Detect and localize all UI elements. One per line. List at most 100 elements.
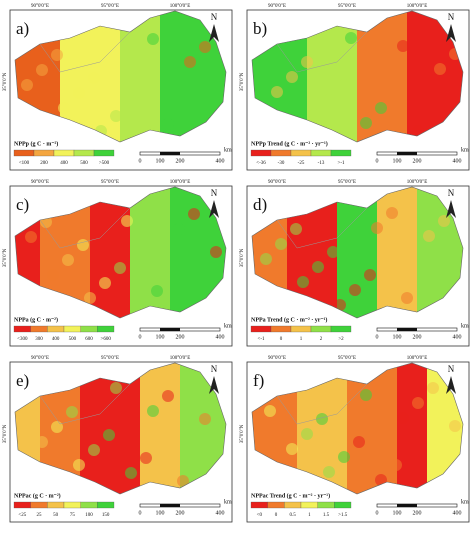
legend-swatch [47, 325, 65, 333]
scale-label: 400 [216, 334, 225, 340]
map-panel: 90°0'0"E 95°0'0"E 100°0'0"E 35°0'0"N b) N NPPp… [240, 4, 470, 171]
map-texture [323, 94, 335, 106]
map-texture [260, 253, 272, 265]
scale-label: 100 [393, 158, 402, 164]
map-texture [327, 246, 339, 258]
scale-bar-fill [397, 152, 417, 155]
map-region [120, 11, 160, 142]
longitude-label: 95°0'0"E [338, 356, 356, 361]
legend-label: 2 [320, 337, 323, 342]
map-texture [438, 215, 450, 227]
longitude-label: 100°0'0"E [407, 4, 428, 9]
scale-bar-fill [397, 328, 417, 331]
north-arrow [209, 200, 219, 218]
map-texture [312, 261, 324, 273]
legend-swatch [80, 501, 98, 509]
scale-unit: km [461, 499, 469, 505]
panel-label: f) [253, 371, 264, 390]
map-texture [338, 451, 350, 463]
scale-label: 400 [216, 510, 225, 516]
map-panel: 90°0'0"E 95°0'0"E 100°0'0"E 35°0'0"N e) N NPPa… [3, 356, 233, 523]
legend-label: 0 [280, 337, 283, 342]
legend-swatch [310, 325, 332, 333]
scale-label: 100 [156, 510, 165, 516]
map-texture [110, 110, 122, 122]
map-texture [173, 223, 185, 235]
north-label: N [211, 188, 218, 198]
map-texture [364, 269, 376, 281]
map-texture [121, 215, 133, 227]
legend-label: 1.5 [323, 513, 330, 518]
map-panel: 90°0'0"E 95°0'0"E 100°0'0"E 35°0'0"N f) N NPPa… [240, 356, 470, 523]
legend-label: >-1 [338, 161, 345, 166]
north-arrow [209, 376, 219, 394]
map-texture [77, 239, 89, 251]
longitude-label: 100°0'0"E [407, 356, 428, 361]
map-texture [199, 41, 211, 53]
map-texture [184, 56, 196, 68]
scale-label: 200 [176, 158, 185, 164]
map-texture [151, 285, 163, 297]
map-panel: 90°0'0"E 95°0'0"E 100°0'0"E 35°0'0"N c) N NPPa… [3, 180, 233, 347]
legend-label: 300 [35, 337, 43, 342]
legend-label: >1.5 [338, 513, 348, 518]
map-outline [14, 362, 227, 495]
legend-title: NPPac Trend (g C · m⁻² · yr⁻¹) [251, 492, 330, 499]
map-texture [162, 118, 174, 130]
map-texture [334, 299, 346, 311]
map-texture [275, 238, 287, 250]
map-texture [397, 412, 409, 424]
legend-title: NPPp (g C · m⁻²) [14, 140, 58, 147]
map-texture [360, 389, 372, 401]
panel-label: e) [16, 371, 29, 390]
map-texture [349, 284, 361, 296]
map-texture [423, 230, 435, 242]
map-texture [360, 117, 372, 129]
legend-swatch [13, 501, 31, 509]
map-texture [147, 405, 159, 417]
panel-label: d) [253, 195, 267, 214]
legend-label: <100 [19, 161, 30, 166]
map-region [140, 363, 180, 494]
map-region [337, 187, 377, 318]
legend-swatch [330, 325, 352, 333]
map-texture [199, 413, 211, 425]
map-texture [84, 292, 96, 304]
scale-unit: km [224, 147, 232, 153]
map-texture [114, 262, 126, 274]
legend-swatch [270, 149, 292, 157]
map-panel: 90°0'0"E 95°0'0"E 100°0'0"E 35°0'0"N d) N NPPa… [240, 180, 470, 347]
map-region [90, 187, 130, 318]
longitude-label: 95°0'0"E [338, 4, 356, 9]
north-arrow [209, 24, 219, 42]
map-texture [297, 276, 309, 288]
scale-label: 200 [176, 510, 185, 516]
latitude-label: 35°0'0"N [3, 424, 8, 443]
county-border [276, 207, 368, 249]
legend-swatch [97, 325, 115, 333]
legend-label: -30 [278, 161, 285, 166]
map-outline [251, 186, 464, 319]
longitude-label: 100°0'0"E [170, 4, 191, 9]
map-texture [162, 390, 174, 402]
scale-label: 0 [139, 334, 142, 340]
map-texture [353, 436, 365, 448]
legend-label: -25 [298, 161, 305, 166]
scale-label: 0 [139, 158, 142, 164]
map-texture [36, 436, 48, 448]
legend-title: NPPa (g C · m⁻²) [14, 316, 58, 323]
map-texture [338, 79, 350, 91]
map-texture [449, 420, 461, 432]
north-arrow [446, 376, 456, 394]
scale-label: 200 [413, 158, 422, 164]
legend-label: 25 [37, 513, 43, 518]
legend-label: 75 [70, 513, 76, 518]
map-texture [264, 405, 276, 417]
map-texture [286, 71, 298, 83]
legend-label: 500 [80, 161, 88, 166]
north-arrow [446, 24, 456, 42]
county-border [39, 207, 131, 249]
map-texture [427, 382, 439, 394]
scale-label: 200 [413, 334, 422, 340]
